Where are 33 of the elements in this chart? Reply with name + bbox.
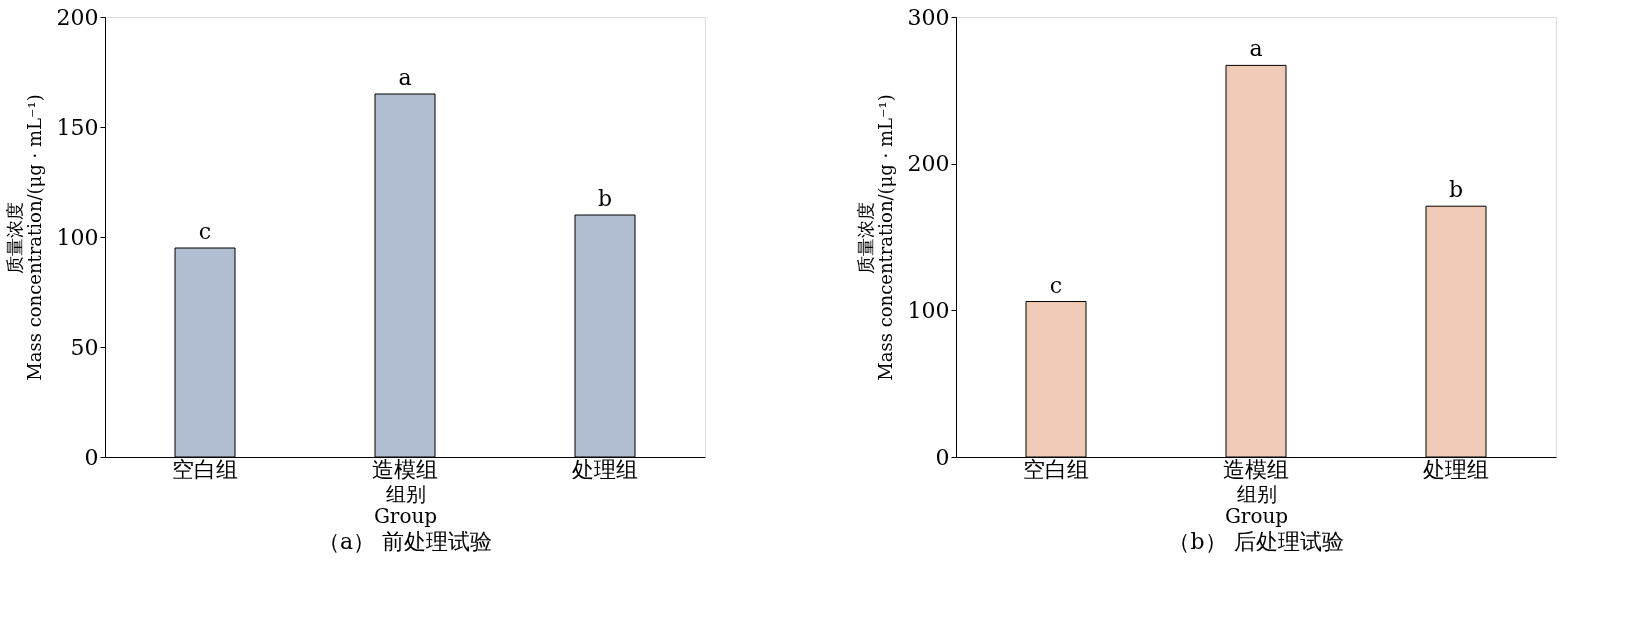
y-tick-label: 100 — [56, 224, 99, 250]
annotation: b — [1448, 177, 1464, 203]
x-tick-label: 空白组 — [172, 456, 238, 482]
annotation: c — [1049, 272, 1063, 298]
y-tick-label: 50 — [70, 334, 99, 360]
bar — [374, 93, 436, 458]
annotation: a — [398, 65, 412, 90]
bar — [1425, 205, 1487, 458]
x-tick-label: 造模组 — [372, 456, 438, 482]
bar — [574, 214, 636, 458]
y-tick-label: 0 — [935, 444, 950, 470]
y-axis-title: 质量浓度 Mass concentration/(μg · mL⁻¹) — [854, 94, 896, 381]
x-tick-label: 处理组 — [572, 456, 638, 482]
y-tick-label: 200 — [56, 4, 99, 30]
x-axis-title: 组别 Group — [1224, 481, 1289, 528]
y-tick-label: 300 — [907, 4, 950, 30]
text: （b） 后处理试验 — [1168, 529, 1344, 554]
x-tick-label: 造模组 — [1223, 456, 1289, 482]
x-tick-label: 空白组 — [1023, 456, 1089, 482]
y-tick-label: 150 — [56, 114, 99, 140]
annotation: c — [198, 219, 212, 244]
bar — [1225, 64, 1287, 458]
bar — [1025, 301, 1087, 458]
x-tick-label: 处理组 — [1423, 456, 1489, 482]
annotation: b — [597, 186, 613, 211]
annotation: a — [1249, 36, 1263, 62]
y-tick-label: 200 — [907, 151, 950, 177]
y-tick-label: 0 — [84, 444, 99, 470]
y-axis-title: 质量浓度 Mass concentration/(μg · mL⁻¹) — [3, 94, 45, 381]
y-tick-label: 100 — [907, 297, 950, 323]
x-axis-title: 组别 Group — [373, 481, 438, 528]
text: （a） 前处理试验 — [317, 529, 493, 554]
bar — [174, 247, 236, 458]
